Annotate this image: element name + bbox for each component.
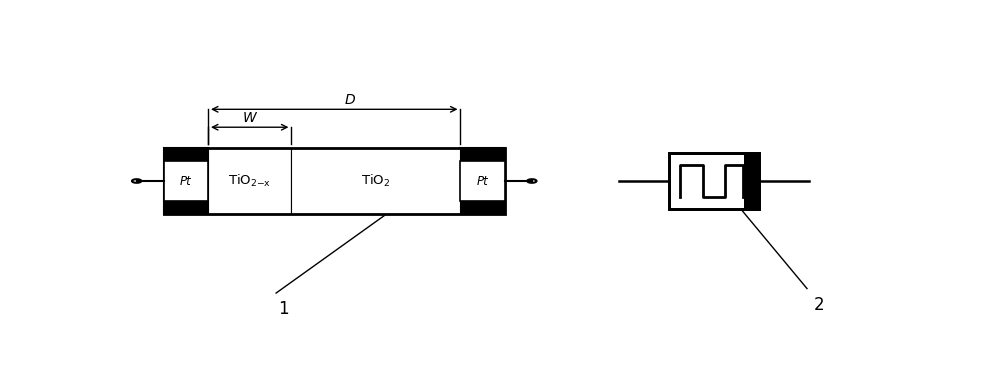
Text: TiO$_{2}$: TiO$_{2}$ (361, 173, 391, 189)
Bar (460, 148, 505, 214)
Text: Pt: Pt (180, 175, 192, 187)
Bar (669, 152, 759, 210)
Bar (164, 148, 505, 214)
Text: Pt: Pt (477, 175, 488, 187)
Bar (164, 161, 208, 201)
Bar (460, 161, 505, 201)
Text: W: W (243, 111, 257, 125)
Bar (164, 148, 208, 214)
Text: D: D (344, 93, 355, 107)
Text: 2: 2 (813, 296, 824, 314)
Bar (744, 152, 759, 210)
Text: TiO$_{2\mathrm{-x}}$: TiO$_{2\mathrm{-x}}$ (228, 173, 271, 189)
Bar (669, 152, 759, 210)
Bar (291, 148, 460, 214)
Bar (208, 148, 291, 214)
Text: 1: 1 (279, 300, 289, 319)
